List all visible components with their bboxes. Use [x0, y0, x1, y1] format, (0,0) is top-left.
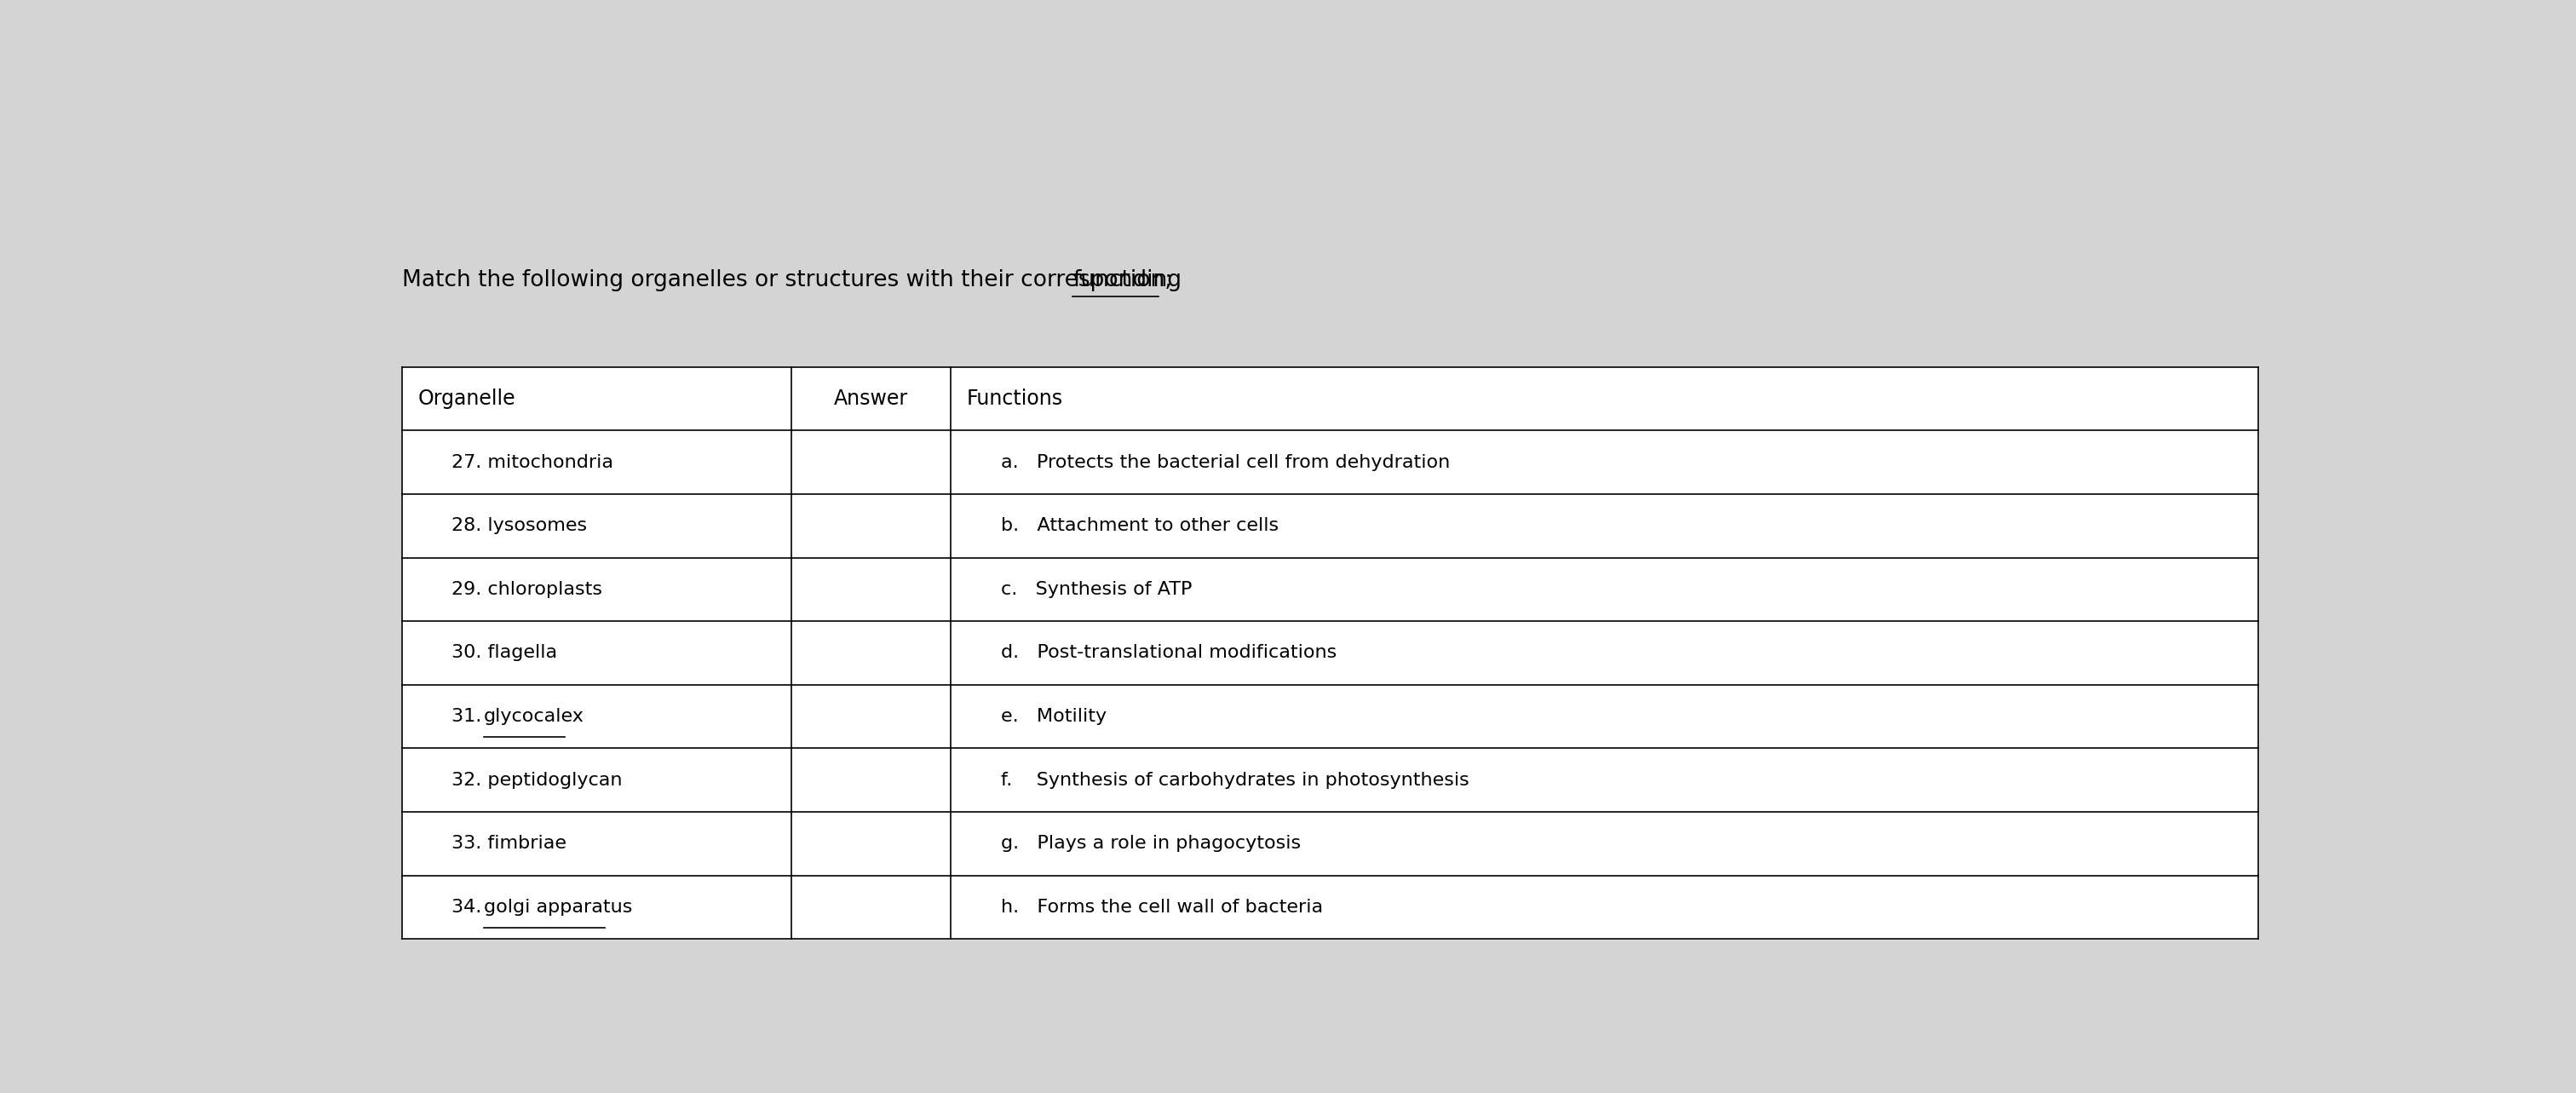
Text: 27. mitochondria: 27. mitochondria [451, 454, 613, 471]
Text: b.   Attachment to other cells: b. Attachment to other cells [999, 517, 1278, 534]
Text: golgi apparatus: golgi apparatus [484, 898, 634, 916]
Text: Functions: Functions [966, 388, 1064, 409]
Text: 31.: 31. [451, 708, 487, 725]
Text: 30. flagella: 30. flagella [451, 645, 556, 661]
Text: a.   Protects the bacterial cell from dehydration: a. Protects the bacterial cell from dehy… [999, 454, 1450, 471]
Text: 34.: 34. [451, 898, 487, 916]
Text: Answer: Answer [835, 388, 909, 409]
Text: h.   Forms the cell wall of bacteria: h. Forms the cell wall of bacteria [999, 898, 1324, 916]
Text: glycocalex: glycocalex [484, 708, 585, 725]
Text: f.    Synthesis of carbohydrates in photosynthesis: f. Synthesis of carbohydrates in photosy… [999, 772, 1468, 789]
Text: 32. peptidoglycan: 32. peptidoglycan [451, 772, 623, 789]
Text: 28. lysosomes: 28. lysosomes [451, 517, 587, 534]
Text: g.   Plays a role in phagocytosis: g. Plays a role in phagocytosis [999, 835, 1301, 853]
Text: c.   Synthesis of ATP: c. Synthesis of ATP [999, 580, 1193, 598]
Text: 29. chloroplasts: 29. chloroplasts [451, 580, 603, 598]
Text: 33. fimbriae: 33. fimbriae [451, 835, 567, 853]
Text: Match the following organelles or structures with their corresponding: Match the following organelles or struct… [402, 269, 1188, 291]
Text: function;: function; [1072, 269, 1172, 291]
Text: Organelle: Organelle [417, 388, 515, 409]
Text: e.   Motility: e. Motility [999, 708, 1108, 725]
Text: d.   Post-translational modifications: d. Post-translational modifications [999, 645, 1337, 661]
